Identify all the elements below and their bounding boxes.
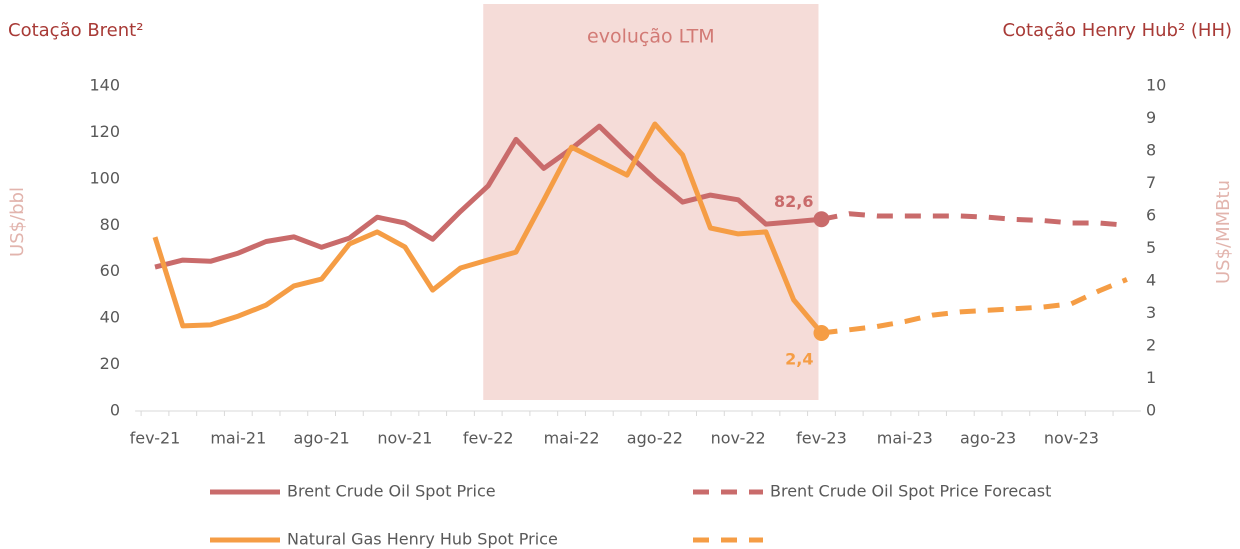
left-title: Cotação Brent² bbox=[8, 20, 143, 41]
x-tick-label: ago-21 bbox=[294, 429, 350, 448]
highlight-band bbox=[483, 4, 819, 400]
x-tick-label: nov-22 bbox=[711, 429, 766, 448]
y2-tick-label: 7 bbox=[1146, 173, 1156, 192]
y2-tick-label: 9 bbox=[1146, 108, 1156, 127]
y-tick-label: 0 bbox=[110, 401, 120, 420]
y2-tick-label: 4 bbox=[1146, 271, 1156, 290]
y2-tick-label: 1 bbox=[1146, 368, 1156, 387]
data-label: 82,6 bbox=[774, 192, 813, 211]
y2-tick-label: 2 bbox=[1146, 336, 1156, 355]
y2-axis-title: US$/MMBtu bbox=[1213, 180, 1234, 284]
series-line bbox=[152, 121, 824, 335]
y2-tick-label: 6 bbox=[1146, 206, 1156, 225]
x-tick-label: fev-21 bbox=[130, 429, 181, 448]
x-tick-label: ago-23 bbox=[960, 429, 1016, 448]
x-tick-label: fev-22 bbox=[463, 429, 514, 448]
x-tick-label: ago-22 bbox=[627, 429, 683, 448]
series-line bbox=[821, 277, 1128, 336]
y-tick-label: 60 bbox=[100, 261, 120, 280]
y-tick-label: 80 bbox=[100, 215, 120, 234]
series-line bbox=[154, 123, 822, 270]
x-tick-label: nov-23 bbox=[1044, 429, 1099, 448]
series-line bbox=[821, 211, 1128, 228]
y-tick-label: 40 bbox=[100, 308, 120, 327]
x-tick-label: fev-23 bbox=[796, 429, 847, 448]
point-marker bbox=[813, 211, 830, 228]
right-title: Cotação Henry Hub² (HH) bbox=[1002, 20, 1232, 41]
y2-tick-label: 5 bbox=[1146, 238, 1156, 257]
y2-tick-label: 0 bbox=[1146, 401, 1156, 420]
y-tick-label: 100 bbox=[89, 168, 120, 187]
data-label: 2,4 bbox=[785, 350, 813, 369]
x-tick-label: mai-22 bbox=[544, 429, 600, 448]
legend-label: Natural Gas Henry Hub Spot Price bbox=[287, 530, 558, 549]
y-tick-label: 140 bbox=[89, 76, 120, 95]
y2-tick-label: 3 bbox=[1146, 303, 1156, 322]
y-tick-label: 120 bbox=[89, 122, 120, 141]
point-marker bbox=[813, 325, 830, 341]
y2-tick-label: 10 bbox=[1146, 76, 1166, 95]
legend-label: Brent Crude Oil Spot Price Forecast bbox=[770, 482, 1051, 501]
x-tick-label: mai-21 bbox=[210, 429, 266, 448]
y-axis-title: US$/bbl bbox=[7, 187, 28, 257]
x-tick-label: nov-21 bbox=[377, 429, 432, 448]
y-tick-label: 20 bbox=[100, 354, 120, 373]
y2-tick-label: 8 bbox=[1146, 141, 1156, 160]
x-tick-label: mai-23 bbox=[877, 429, 933, 448]
annotation-label: evolução LTM bbox=[587, 26, 715, 48]
legend-label: Brent Crude Oil Spot Price bbox=[287, 482, 496, 501]
